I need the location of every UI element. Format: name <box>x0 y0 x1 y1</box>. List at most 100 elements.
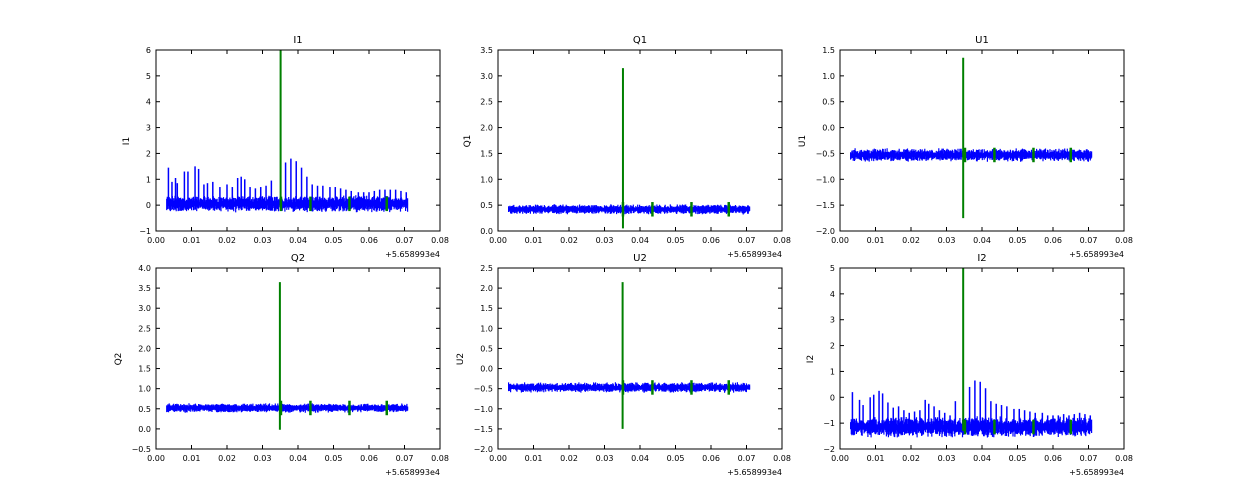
x-tick-label: 0.06 <box>702 454 720 463</box>
subplot-i1: I1 I1 +5.658993e4 0.00 0.01 0.02 0.03 0.04 0.… <box>122 35 449 259</box>
y-tick-label: −0.5 <box>816 149 835 158</box>
y-tick-label: −1.5 <box>816 201 835 210</box>
plot-area <box>850 268 1093 438</box>
x-tick-label: 0.01 <box>525 454 543 463</box>
x-tick-label: 0.05 <box>1009 236 1027 245</box>
y-tick-label: 2 <box>146 149 151 158</box>
x-tick-label: 0.06 <box>1044 454 1062 463</box>
y-tick-label: −2.0 <box>816 227 835 236</box>
y-tick-label: −1 <box>823 419 835 428</box>
y-tick-label: −2.0 <box>474 445 493 454</box>
x-tick-label: 0.00 <box>489 236 507 245</box>
y-axis-label: I1 <box>122 137 132 145</box>
x-tick-label: 0.07 <box>396 454 414 463</box>
plot-area <box>508 68 751 229</box>
y-tick-label: 6 <box>146 46 151 55</box>
subplot-title: U2 <box>633 253 647 264</box>
y-tick-label: 0 <box>146 201 151 210</box>
x-tick-label: 0.07 <box>1080 454 1098 463</box>
x-tick-label: 0.02 <box>902 454 920 463</box>
y-tick-label: 1.5 <box>822 46 835 55</box>
y-tick-label: 1 <box>146 175 151 184</box>
y-axis-label: Q1 <box>463 135 473 148</box>
x-tick-label: 0.06 <box>360 236 378 245</box>
y-tick-label: 2.0 <box>138 344 151 353</box>
x-tick-label: 0.05 <box>667 236 685 245</box>
x-tick-label: 0.05 <box>1009 454 1027 463</box>
y-tick-label: 4.0 <box>138 264 151 273</box>
x-tick-label: 0.04 <box>631 454 649 463</box>
y-tick-label: −1.5 <box>474 425 493 434</box>
x-tick-label: 0.04 <box>631 236 649 245</box>
y-tick-label: 2.5 <box>138 324 151 333</box>
x-tick-label: 0.01 <box>183 454 201 463</box>
y-axis-label: U2 <box>456 353 466 365</box>
y-tick-label: −1.0 <box>816 175 835 184</box>
y-tick-label: 0.0 <box>480 227 493 236</box>
y-tick-label: 3 <box>146 124 151 133</box>
x-tick-label: 0.08 <box>773 236 791 245</box>
x-tick-label: 0.07 <box>738 454 756 463</box>
subplot-title: I2 <box>977 253 986 264</box>
x-tick-label: 0.02 <box>218 454 236 463</box>
y-tick-label: 1.0 <box>480 175 493 184</box>
x-tick-label: 0.02 <box>902 236 920 245</box>
x-offset-label: +5.658993e4 <box>1069 468 1124 477</box>
y-tick-label: 0.5 <box>480 344 493 353</box>
y-tick-label: 4 <box>146 98 151 107</box>
x-tick-label: 0.07 <box>396 236 414 245</box>
x-tick-label: 0.07 <box>1080 236 1098 245</box>
y-tick-label: 2.5 <box>480 264 493 273</box>
y-tick-label: −0.5 <box>474 385 493 394</box>
x-tick-label: 0.08 <box>431 454 449 463</box>
x-tick-label: 0.05 <box>667 454 685 463</box>
x-tick-label: 0.00 <box>831 454 849 463</box>
x-offset-label: +5.658993e4 <box>385 468 440 477</box>
y-tick-label: −1 <box>139 227 151 236</box>
x-tick-label: 0.02 <box>560 236 578 245</box>
subplot-u2: U2 U2 +5.658993e4 0.00 0.01 0.02 0.03 0.04 0.… <box>456 253 791 477</box>
y-tick-label: 1.5 <box>138 365 151 374</box>
x-tick-label: 0.03 <box>938 454 956 463</box>
x-tick-label: 0.00 <box>147 236 165 245</box>
subplot-q1: Q1 Q1 +5.658993e4 0.00 0.01 0.02 0.03 0.04 0.… <box>463 35 791 259</box>
subplot-title: Q1 <box>633 35 647 46</box>
x-offset-label: +5.658993e4 <box>727 250 782 259</box>
y-tick-label: 2.0 <box>480 124 493 133</box>
y-tick-label: 0.5 <box>480 201 493 210</box>
y-axis-label: Q2 <box>114 353 124 366</box>
y-tick-label: 2.0 <box>480 284 493 293</box>
y-tick-label: 0 <box>830 393 835 402</box>
x-offset-label: +5.658993e4 <box>385 250 440 259</box>
x-tick-label: 0.04 <box>289 454 307 463</box>
y-tick-label: 0.0 <box>138 425 151 434</box>
y-tick-label: −2 <box>823 445 835 454</box>
y-tick-label: 3.0 <box>138 304 151 313</box>
x-tick-label: 0.06 <box>1044 236 1062 245</box>
x-tick-label: 0.05 <box>325 236 343 245</box>
x-tick-label: 0.03 <box>254 236 272 245</box>
y-tick-label: 2.5 <box>480 98 493 107</box>
x-tick-label: 0.03 <box>254 454 272 463</box>
y-tick-label: 3 <box>830 316 835 325</box>
y-tick-label: 1.5 <box>480 304 493 313</box>
y-tick-label: 5 <box>830 264 835 273</box>
x-tick-label: 0.04 <box>973 454 991 463</box>
y-tick-label: 5 <box>146 72 151 81</box>
x-tick-label: 0.03 <box>938 236 956 245</box>
y-tick-label: 0.5 <box>138 405 151 414</box>
x-tick-label: 0.07 <box>738 236 756 245</box>
x-tick-label: 0.02 <box>560 454 578 463</box>
y-tick-label: 0.5 <box>822 98 835 107</box>
subplot-i2: I2 I2 +5.658993e4 0.00 0.01 0.02 0.03 0.04 0.… <box>806 253 1133 477</box>
x-offset-label: +5.658993e4 <box>727 468 782 477</box>
y-tick-label: 1.0 <box>822 72 835 81</box>
y-tick-label: 0.0 <box>480 365 493 374</box>
y-tick-label: 3.5 <box>480 46 493 55</box>
x-offset-label: +5.658993e4 <box>1069 250 1124 259</box>
y-tick-label: 3.0 <box>480 72 493 81</box>
x-tick-label: 0.05 <box>325 454 343 463</box>
y-tick-label: 2 <box>830 342 835 351</box>
x-tick-label: 0.08 <box>1115 454 1133 463</box>
